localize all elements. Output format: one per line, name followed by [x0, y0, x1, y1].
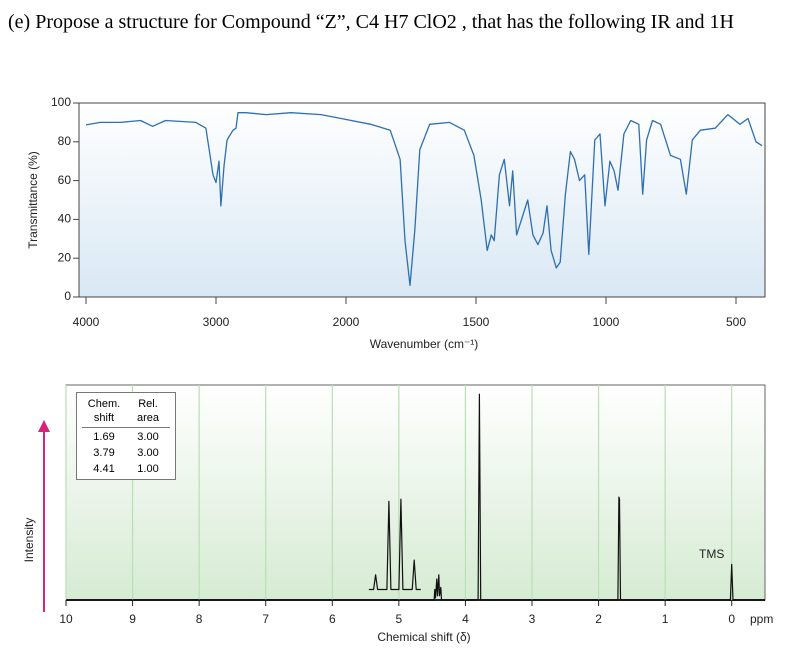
nmr-x-label: Chemical shift (δ): [377, 630, 470, 644]
x-tick-label: 3: [529, 612, 536, 626]
x-tick-label: 3000: [203, 315, 230, 329]
ir-plot-area: [78, 102, 766, 298]
y-tick-label: 0: [64, 289, 71, 303]
y-tick-label: 60: [58, 173, 72, 187]
y-tick-label: 40: [58, 212, 72, 226]
y-tick-label: 80: [58, 134, 72, 148]
y-tick-label: 20: [58, 250, 72, 264]
x-tick-label: 7: [262, 612, 269, 626]
x-tick-label: 4000: [73, 315, 100, 329]
x-tick-label: 2000: [333, 315, 360, 329]
x-unit: ppm: [750, 612, 773, 626]
annotation: TMS: [699, 547, 724, 561]
x-tick-label: 1000: [593, 315, 620, 329]
y-tick-label: 100: [51, 95, 71, 109]
ir-x-label: Wavenumber (cm⁻¹): [370, 337, 479, 351]
x-tick-label: 0: [728, 612, 735, 626]
cell: 3.00: [137, 431, 159, 443]
x-tick-label: 8: [196, 612, 203, 626]
intensity-arrowhead: [38, 420, 50, 432]
x-tick-label: 1: [662, 612, 669, 626]
x-tick-label: 2: [595, 612, 602, 626]
x-tick-label: 10: [59, 612, 73, 626]
x-tick-label: 5: [396, 612, 403, 626]
nmr-trace: [368, 498, 421, 591]
cell: 3.79: [93, 447, 115, 459]
cell: 1.00: [137, 463, 159, 475]
nmr-trace: [66, 393, 765, 601]
table: Chem. shift Rel. area 1.69 3.00 3.79 3.00 4…: [82, 396, 170, 476]
nmr-plot-area: [65, 384, 766, 601]
x-tick-label: 6: [329, 612, 336, 626]
cell: 1.69: [93, 431, 115, 443]
cell: 4.41: [93, 463, 115, 475]
x-tick-label: 9: [129, 612, 136, 626]
x-tick-label: 4: [462, 612, 469, 626]
cell: 3.00: [137, 447, 159, 459]
table-header: Rel. area: [126, 396, 170, 428]
question: (e) Propose a structure for Compound “Z”…: [8, 11, 734, 33]
x-tick-label: 1500: [463, 315, 490, 329]
x-tick-label: 500: [726, 315, 746, 329]
ir-trace: [85, 112, 763, 287]
shift-table: Chem. shift Rel. area 1.69 3.00 3.79 3.00 4…: [76, 392, 176, 480]
ir-y-label: Transmittance (%): [26, 151, 40, 249]
nmr-y-label: Intensity: [22, 518, 36, 563]
table-header: Chem. shift: [82, 396, 126, 428]
